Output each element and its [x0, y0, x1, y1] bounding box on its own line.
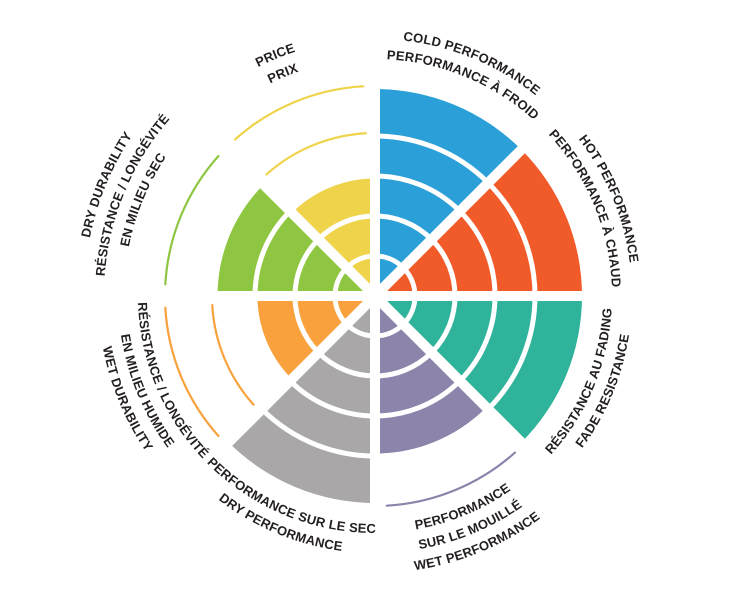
- price-empty-ring-arc-5: [233, 85, 365, 141]
- wet-performance-empty-ring-arc-5: [385, 451, 517, 507]
- spoke-separator-1: [371, 138, 533, 300]
- spoke-separators-layer: [157, 78, 593, 514]
- wet-performance-sector-fill: [375, 296, 489, 456]
- wet-durability-empty-ring-arc-5: [164, 306, 220, 438]
- spoke-separator-7: [217, 138, 379, 300]
- wet-durability-sector-fill: [255, 296, 375, 381]
- price-empty-ring-arc-4: [265, 132, 367, 176]
- price-sector-fill: [290, 176, 375, 296]
- spoke-separator-3: [371, 292, 533, 454]
- empty-ring-outlines-layer: [164, 85, 517, 507]
- dry-durability-sector-fill: [214, 182, 375, 296]
- dry-durability-empty-ring-arc-5: [164, 154, 220, 286]
- spoke-separator-5: [217, 292, 379, 454]
- wet-durability-empty-ring-arc-4: [211, 304, 255, 406]
- sector-fills-layer: [214, 89, 582, 503]
